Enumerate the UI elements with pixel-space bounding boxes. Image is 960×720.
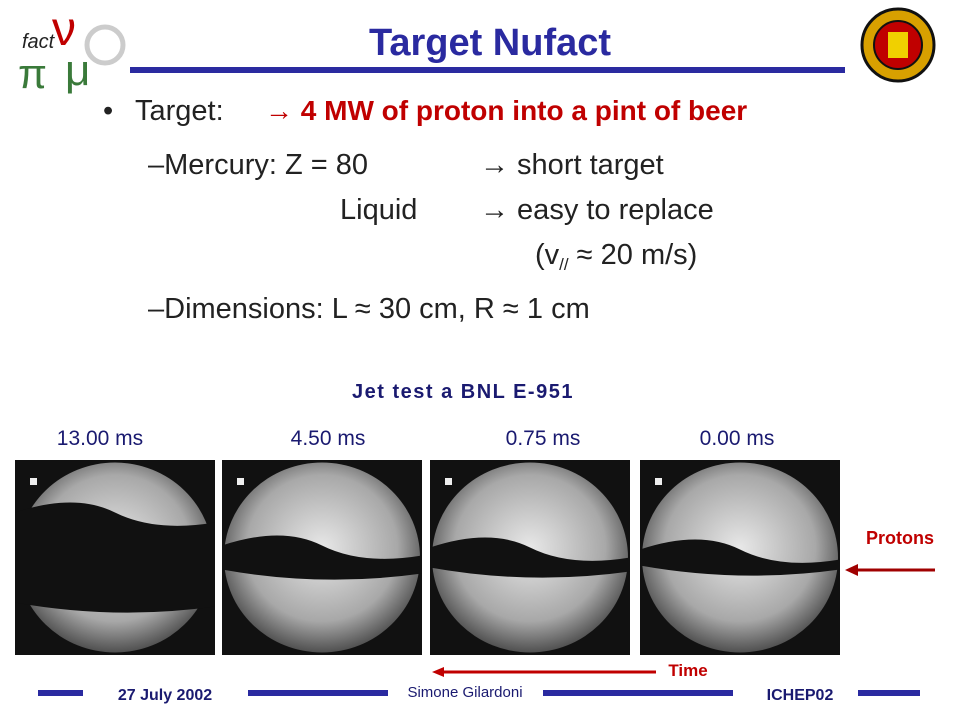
- logo-nu: ν: [52, 3, 76, 56]
- frame-jet: [640, 539, 840, 576]
- protons-label: Protons: [866, 528, 934, 548]
- mercury-label: –Mercury: Z = 80: [148, 149, 368, 181]
- liquid-label: Liquid: [340, 194, 417, 226]
- frame-marker: [237, 478, 244, 485]
- logo-ring: [84, 24, 126, 66]
- protons-arrowhead: [845, 564, 858, 576]
- speed: (v// ≈ 20 m/s): [535, 239, 697, 274]
- target-highlight: → 4 MW of proton into a pint of beer: [265, 95, 747, 126]
- title-rule: [130, 67, 845, 73]
- footer-author: Simone Gilardoni: [407, 684, 522, 701]
- frames: 13.00 ms 4.50 ms 0.75 ms 0.00 ms: [15, 427, 840, 655]
- speed-open: (v: [535, 239, 560, 271]
- logo: fact ν π μ: [18, 3, 126, 97]
- bullet-dot: •: [103, 95, 113, 127]
- frame-jet: [15, 502, 215, 613]
- logo-mu: μ: [65, 46, 90, 95]
- logo-word: fact: [22, 31, 56, 53]
- mercury-note: → short target: [480, 149, 664, 181]
- logo-pi: π: [18, 50, 47, 97]
- time-arrowhead: [432, 667, 444, 677]
- frame-time: 13.00 ms: [57, 427, 143, 450]
- frame-jet: [430, 537, 630, 578]
- liquid-note: → easy to replace: [480, 194, 714, 226]
- frame-time: 0.00 ms: [700, 427, 775, 450]
- dimensions: –Dimensions: L ≈ 30 cm, R ≈ 1 cm: [148, 293, 590, 325]
- frame-time: 0.75 ms: [506, 427, 581, 450]
- footer-date: 27 July 2002: [118, 687, 212, 704]
- frame-marker: [655, 478, 662, 485]
- title: Target Nufact: [369, 22, 611, 64]
- speed-rest: ≈ 20 m/s): [569, 239, 698, 271]
- speed-sub: //: [559, 255, 569, 274]
- target-label: Target:: [135, 95, 224, 127]
- frame-time: 4.50 ms: [291, 427, 366, 450]
- seal: [860, 7, 936, 83]
- time-label: Time: [668, 661, 707, 680]
- frame-marker: [30, 478, 37, 485]
- figure-caption: Jet test a BNL E-951: [352, 381, 574, 403]
- frame-marker: [445, 478, 452, 485]
- frame-jet: [222, 535, 422, 580]
- footer-conference: ICHEP02: [767, 687, 834, 704]
- footer: 27 July 2002 Simone Gilardoni ICHEP02: [38, 684, 920, 704]
